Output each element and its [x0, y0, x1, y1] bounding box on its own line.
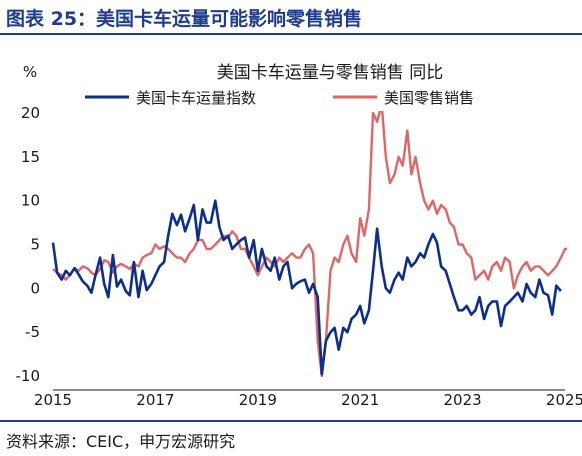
source-note: 资料来源：CEIC，申万宏源研究 [6, 432, 236, 451]
legend-label: 美国零售销售 [384, 89, 474, 107]
source-divider [0, 420, 582, 422]
series-line-truck [51, 199, 562, 376]
x-tick-label: 2019 [239, 391, 277, 409]
line-chart: % 美国卡车运量与零售销售 同比 美国卡车运量指数 美国零售销售 -10 -5 0 5 1… [16, 63, 582, 409]
figure-title: 图表 25：美国卡车运量可能影响零售销售 [6, 8, 363, 30]
title-divider [0, 33, 582, 35]
series-line-retail [52, 111, 567, 378]
y-tick-label: 0 [30, 279, 40, 297]
x-tick-label: 2025 [546, 391, 582, 409]
y-axis-label: % [23, 63, 37, 81]
y-tick-label: 5 [30, 236, 40, 254]
x-tick-label: 2021 [341, 391, 379, 409]
x-tick-label: 2017 [136, 391, 174, 409]
x-tick-label: 2023 [444, 391, 482, 409]
x-tick-label: 2015 [34, 391, 72, 409]
legend: 美国卡车运量指数 美国零售销售 [85, 89, 474, 107]
series-group [51, 111, 567, 378]
axes: -10 -5 0 5 10 15 20 2015 2017 2019 2021 2023 2025 [16, 104, 582, 409]
y-tick-label: -10 [16, 367, 41, 385]
legend-label: 美国卡车运量指数 [136, 89, 256, 107]
y-tick-label: 10 [21, 192, 40, 210]
y-tick-label: 15 [21, 148, 40, 166]
y-tick-label: 20 [21, 104, 40, 122]
chart-title: 美国卡车运量与零售销售 同比 [217, 63, 443, 83]
y-tick-label: -5 [25, 323, 40, 341]
